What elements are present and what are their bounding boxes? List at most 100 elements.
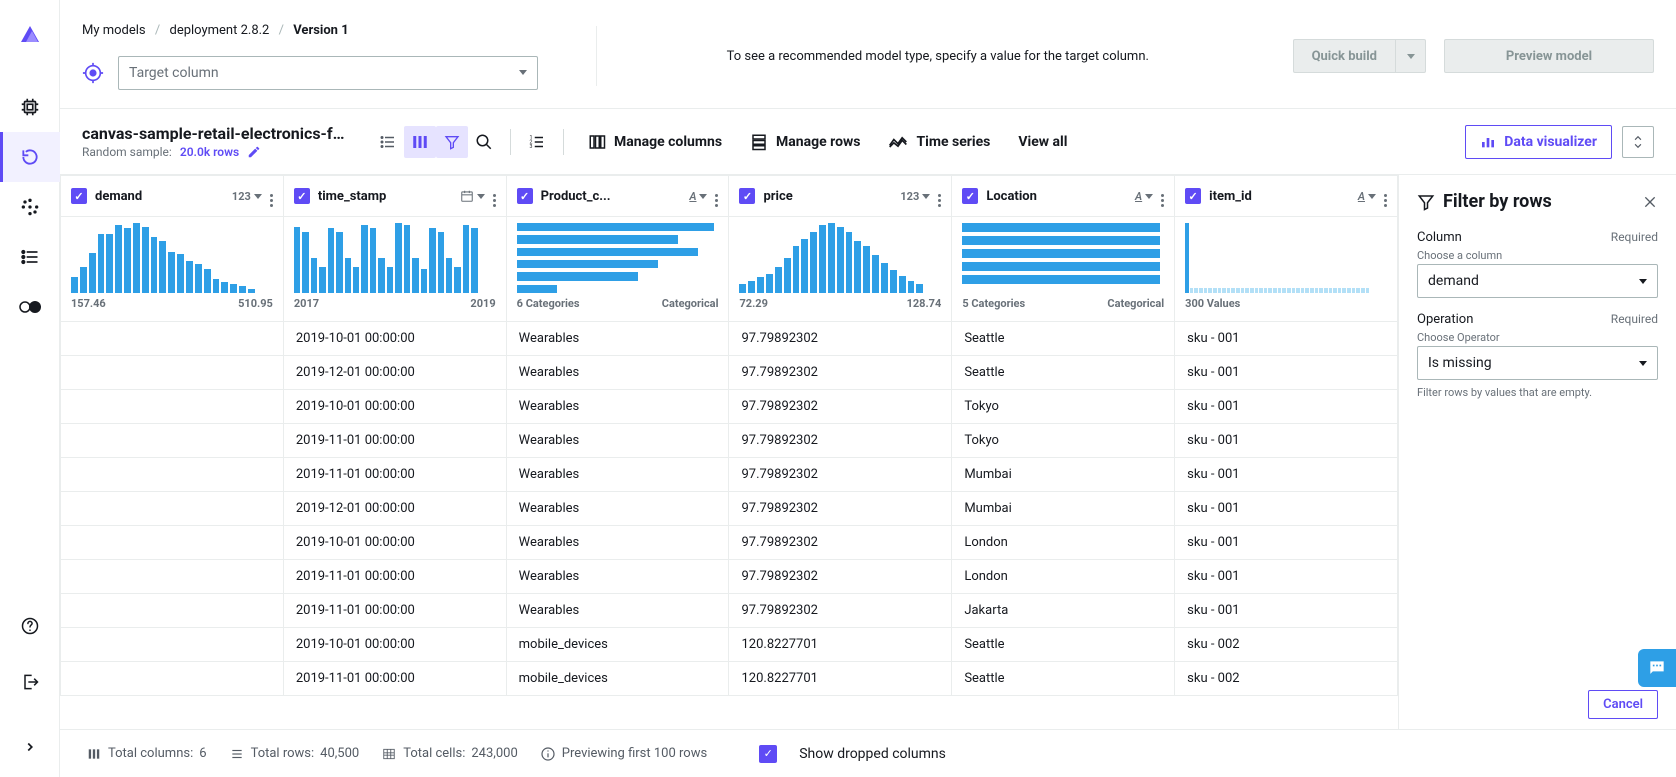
column-type[interactable]: A <box>1358 190 1376 203</box>
table-row[interactable]: 2019-12-01 00:00:00Wearables97.79892302M… <box>61 492 1398 526</box>
table-row[interactable]: 2019-11-01 00:00:00Wearables97.79892302L… <box>61 560 1398 594</box>
column-type[interactable]: 123 <box>232 190 262 203</box>
chevron-down-icon <box>519 70 527 75</box>
total-columns: Total columns: 6 <box>86 746 207 761</box>
table-cell: 97.79892302 <box>729 356 952 390</box>
table-cell: Seattle <box>952 322 1175 356</box>
column-header: time_stamp <box>284 176 506 216</box>
column-menu-icon[interactable] <box>1384 186 1387 207</box>
cancel-button[interactable]: Cancel <box>1588 690 1658 719</box>
column-type[interactable]: A <box>689 190 707 203</box>
nav-expand-icon[interactable] <box>0 727 60 767</box>
operation-select[interactable]: Is missing <box>1417 346 1658 380</box>
column-name: item_id <box>1209 189 1350 204</box>
table-cell: 2019-11-01 00:00:00 <box>283 594 506 628</box>
table-row[interactable]: 2019-10-01 00:00:00Wearables97.79892302L… <box>61 526 1398 560</box>
total-rows: Total rows: 40,500 <box>229 746 360 761</box>
column-histogram: 5 CategoriesCategorical <box>952 217 1174 321</box>
table-cell: 97.79892302 <box>729 390 952 424</box>
column-checkbox[interactable] <box>517 188 533 204</box>
preview-note: Previewing first 100 rows <box>540 746 707 762</box>
table-row[interactable]: 2019-11-01 00:00:00mobile_devices120.822… <box>61 662 1398 696</box>
numbered-list-icon[interactable]: 123 <box>521 126 553 158</box>
table-cell: Wearables <box>506 492 729 526</box>
column-menu-icon[interactable] <box>715 186 718 207</box>
table-cell: 2019-10-01 00:00:00 <box>283 322 506 356</box>
table-cell <box>61 560 284 594</box>
search-icon[interactable] <box>468 126 500 158</box>
column-type[interactable] <box>460 189 485 203</box>
table-cell: sku - 001 <box>1175 356 1398 390</box>
sample-label: Random sample: <box>82 145 172 159</box>
required-label: Required <box>1611 230 1658 245</box>
table-cell: 97.79892302 <box>729 526 952 560</box>
svg-text:3: 3 <box>530 144 533 150</box>
data-visualizer-button[interactable]: Data visualizer <box>1465 125 1612 159</box>
column-name: time_stamp <box>318 189 452 204</box>
column-type[interactable]: 123 <box>900 190 930 203</box>
nav-toggle-icon[interactable] <box>0 282 60 332</box>
column-checkbox[interactable] <box>962 188 978 204</box>
time-series-button[interactable]: Time series <box>874 126 1004 158</box>
table-cell <box>61 356 284 390</box>
column-menu-icon[interactable] <box>270 186 273 207</box>
nav-list-icon[interactable] <box>0 232 60 282</box>
table-cell: Seattle <box>952 662 1175 696</box>
manage-rows-button[interactable]: Manage rows <box>736 126 874 158</box>
column-header: demand 123 <box>61 176 283 216</box>
table-row[interactable]: 2019-10-01 00:00:00mobile_devices120.822… <box>61 628 1398 662</box>
filter-icon[interactable] <box>436 126 468 158</box>
table-cell: 97.79892302 <box>729 424 952 458</box>
column-select[interactable]: demand <box>1417 264 1658 298</box>
column-type[interactable]: A <box>1135 190 1153 203</box>
table-row[interactable]: 2019-11-01 00:00:00Wearables97.79892302M… <box>61 458 1398 492</box>
table-cell: 97.79892302 <box>729 492 952 526</box>
column-histogram: 6 CategoriesCategorical <box>507 217 729 321</box>
manage-columns-button[interactable]: Manage columns <box>574 126 736 158</box>
operation-help: Filter rows by values that are empty. <box>1417 386 1658 399</box>
crumb-deployment[interactable]: deployment 2.8.2 <box>169 23 269 38</box>
table-cell: 120.8227701 <box>729 628 952 662</box>
nav-chip-icon[interactable] <box>0 82 60 132</box>
column-checkbox[interactable] <box>294 188 310 204</box>
column-checkbox[interactable] <box>1185 188 1201 204</box>
close-icon[interactable] <box>1642 194 1658 210</box>
target-column-select[interactable]: Target column <box>118 56 538 90</box>
view-grid-icon[interactable] <box>404 126 436 158</box>
nav-help-icon[interactable] <box>0 601 60 651</box>
table-row[interactable]: 2019-11-01 00:00:00Wearables97.79892302J… <box>61 594 1398 628</box>
column-menu-icon[interactable] <box>1161 186 1164 207</box>
sample-value[interactable]: 20.0k rows <box>180 145 239 159</box>
table-cell: 120.8227701 <box>729 662 952 696</box>
crumb-models[interactable]: My models <box>82 23 146 38</box>
quick-build-dropdown[interactable] <box>1396 39 1426 73</box>
column-menu-icon[interactable] <box>938 186 941 207</box>
left-nav <box>0 0 60 777</box>
preview-model-button[interactable]: Preview model <box>1444 39 1654 73</box>
column-menu-icon[interactable] <box>493 186 496 207</box>
column-name: demand <box>95 189 224 204</box>
manage-columns-label: Manage columns <box>614 134 722 150</box>
header: My models / deployment 2.8.2 / Version 1… <box>60 0 1676 109</box>
table-cell: Wearables <box>506 356 729 390</box>
column-checkbox[interactable] <box>71 188 87 204</box>
collapse-toggle[interactable] <box>1622 126 1654 158</box>
table-cell <box>61 662 284 696</box>
view-all-button[interactable]: View all <box>1004 126 1081 158</box>
edit-icon[interactable] <box>247 145 261 159</box>
table-row[interactable]: 2019-12-01 00:00:00Wearables97.79892302S… <box>61 356 1398 390</box>
view-list-icon[interactable] <box>372 126 404 158</box>
table-row[interactable]: 2019-11-01 00:00:00Wearables97.79892302T… <box>61 424 1398 458</box>
quick-build-button[interactable]: Quick build <box>1293 39 1396 73</box>
column-checkbox[interactable] <box>739 188 755 204</box>
nav-logout-icon[interactable] <box>0 657 60 707</box>
table-cell: sku - 001 <box>1175 322 1398 356</box>
show-dropped-checkbox[interactable] <box>759 745 777 763</box>
column-header: Product_c...A <box>507 176 729 216</box>
chat-fab[interactable] <box>1638 649 1676 687</box>
table-row[interactable]: 2019-10-01 00:00:00Wearables97.79892302T… <box>61 390 1398 424</box>
table-cell <box>61 492 284 526</box>
nav-refresh-icon[interactable] <box>0 132 60 182</box>
table-row[interactable]: 2019-10-01 00:00:00Wearables97.79892302S… <box>61 322 1398 356</box>
nav-network-icon[interactable] <box>0 182 60 232</box>
